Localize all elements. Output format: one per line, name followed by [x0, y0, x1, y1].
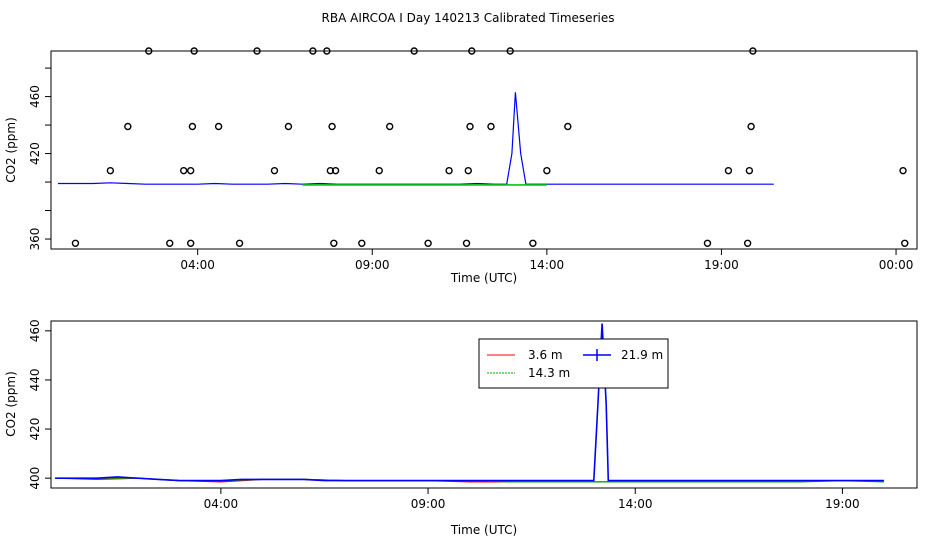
- top-data-point: [270, 166, 279, 175]
- top-data-point: [745, 166, 754, 175]
- figure-title: RBA AIRCOA I Day 140213 Calibrated Times…: [322, 11, 615, 25]
- top-y-axis-label: CO2 (ppm): [4, 117, 18, 183]
- bottom-y-tick-label: 420: [28, 418, 42, 441]
- top-data-point: [235, 239, 244, 248]
- top-y-tick-label: 460: [28, 85, 42, 108]
- bottom-x-tick-label: 14:00: [618, 497, 653, 511]
- top-data-point: [328, 122, 336, 131]
- top-data-point: [424, 239, 432, 248]
- top-data-point: [214, 122, 223, 131]
- top-data-point: [506, 47, 514, 55]
- top-data-point: [468, 47, 476, 55]
- top-marks: [58, 47, 909, 248]
- top-data-point: [386, 122, 394, 131]
- top-x-tick-label: 19:00: [704, 258, 739, 272]
- top-data-point: [179, 166, 188, 175]
- top-data-point: [901, 239, 909, 248]
- top-x-axis: 04:00 09:00 14:00 19:00 00:00: [180, 249, 913, 272]
- top-data-point: [462, 239, 471, 248]
- top-data-point: [445, 166, 453, 175]
- top-data-point: [747, 122, 755, 131]
- bottom-series-line-2: [55, 323, 884, 482]
- bottom-x-tick-label: 09:00: [411, 497, 446, 511]
- legend: 3.6 m 14.3 m 21.9 m: [478, 338, 669, 389]
- top-x-tick-label: 04:00: [180, 258, 215, 272]
- top-data-point: [284, 122, 293, 131]
- top-data-point: [564, 122, 572, 131]
- top-data-point: [487, 122, 495, 131]
- top-data-point: [703, 239, 712, 248]
- legend-label-21-9m: 21.9 m: [621, 348, 663, 362]
- bottom-y-axis: 400 420 440 460: [28, 319, 51, 490]
- bottom-x-tick-label: 04:00: [204, 497, 239, 511]
- bottom-marks: [55, 323, 884, 483]
- top-data-point: [166, 239, 174, 248]
- top-data-point: [743, 239, 752, 248]
- top-data-point: [124, 122, 132, 131]
- bottom-x-tick-label: 19:00: [825, 497, 860, 511]
- bottom-plot-frame: [50, 320, 918, 489]
- top-data-point: [71, 239, 80, 248]
- bottom-y-axis-label: CO2 (ppm): [4, 371, 18, 437]
- top-data-point: [253, 47, 261, 55]
- top-x-tick-label: 14:00: [530, 258, 565, 272]
- top-data-point: [330, 239, 338, 248]
- top-data-point: [466, 122, 474, 131]
- bottom-x-axis: 04:00 09:00 14:00 19:00: [204, 488, 860, 511]
- bottom-x-axis-label: Time (UTC): [450, 523, 517, 537]
- top-data-point: [106, 166, 115, 175]
- top-data-point: [464, 166, 472, 175]
- bottom-y-tick-label: 400: [28, 467, 42, 490]
- top-data-point: [323, 47, 331, 55]
- legend-label-14-3m: 14.3 m: [528, 366, 570, 380]
- top-data-point: [190, 47, 198, 55]
- top-x-axis-label: Time (UTC): [450, 271, 517, 285]
- top-data-point: [326, 166, 335, 175]
- top-data-point: [529, 239, 537, 248]
- bottom-y-tick-label: 460: [28, 319, 42, 342]
- top-data-point: [724, 166, 733, 175]
- top-data-point: [749, 47, 757, 55]
- top-data-point: [186, 166, 195, 175]
- top-plot-frame: [50, 50, 918, 250]
- bottom-y-tick-label: 440: [28, 368, 42, 391]
- top-data-point: [899, 166, 907, 175]
- legend-box: [478, 338, 669, 389]
- top-x-tick-label: 00:00: [879, 258, 914, 272]
- top-data-point: [186, 239, 195, 248]
- top-data-point: [331, 166, 340, 175]
- top-data-point: [543, 166, 551, 175]
- top-y-axis: 360 420 460: [28, 67, 51, 251]
- top-data-point: [358, 239, 366, 248]
- top-data-point: [188, 122, 197, 131]
- bottom-panel: 04:00 09:00 14:00 19:00 400 420 440 460 Time (…: [4, 319, 918, 537]
- top-y-tick-label: 420: [28, 142, 42, 165]
- top-data-point: [410, 47, 418, 55]
- top-data-point: [309, 47, 317, 55]
- top-panel: 04:00 09:00 14:00 19:00 00:00 360 420 460 Time…: [4, 47, 918, 285]
- top-y-tick-label: 360: [28, 228, 42, 251]
- top-data-point: [375, 166, 383, 175]
- top-x-tick-label: 09:00: [355, 258, 390, 272]
- legend-label-3-6m: 3.6 m: [528, 348, 563, 362]
- top-series-line-0: [58, 92, 774, 185]
- top-data-point: [145, 47, 153, 55]
